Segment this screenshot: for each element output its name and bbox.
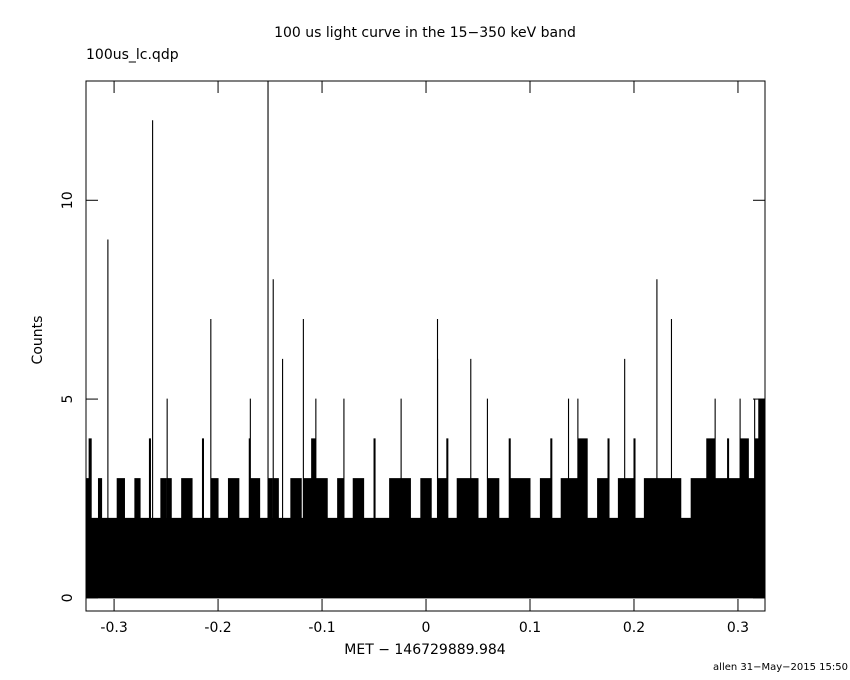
light-curve bbox=[85, 80, 766, 599]
y-axis-label: Counts bbox=[30, 316, 46, 365]
y-tick-label: 10 bbox=[60, 191, 76, 209]
plot-frame bbox=[85, 80, 766, 612]
chart-subtitle: 100us_lc.qdp bbox=[86, 47, 179, 63]
x-tick-label: 0.2 bbox=[623, 620, 645, 636]
x-tick-label: 0.3 bbox=[727, 620, 749, 636]
chart-title: 100 us light curve in the 15−350 keV ban… bbox=[274, 25, 576, 41]
x-tick-label: -0.3 bbox=[100, 620, 127, 636]
footer: allen 31−May−2015 15:50 bbox=[713, 662, 848, 673]
x-tick-label: 0.1 bbox=[519, 620, 541, 636]
x-tick-label: 0 bbox=[422, 620, 431, 636]
x-tick-label: -0.1 bbox=[308, 620, 335, 636]
x-tick-label: -0.2 bbox=[204, 620, 231, 636]
y-tick-label: 5 bbox=[60, 395, 76, 404]
x-axis-label: MET − 146729889.984 bbox=[344, 642, 506, 658]
y-tick-label: 0 bbox=[60, 593, 76, 602]
